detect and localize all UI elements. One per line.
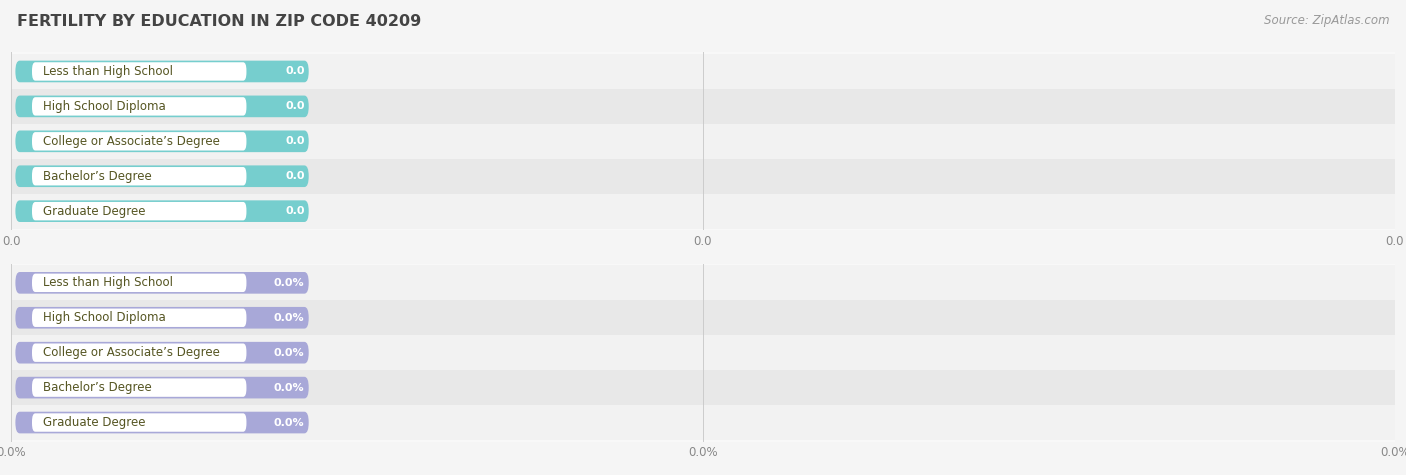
Text: College or Associate’s Degree: College or Associate’s Degree: [44, 135, 219, 148]
FancyBboxPatch shape: [15, 342, 309, 363]
FancyBboxPatch shape: [32, 97, 246, 115]
Text: 0.0%: 0.0%: [274, 278, 305, 288]
Text: 0.0: 0.0: [285, 136, 305, 146]
Bar: [11, 89, 1395, 124]
Text: High School Diploma: High School Diploma: [44, 311, 166, 324]
Text: 0.0%: 0.0%: [274, 313, 305, 323]
Text: 0.0: 0.0: [285, 66, 305, 76]
Text: Source: ZipAtlas.com: Source: ZipAtlas.com: [1264, 14, 1389, 27]
FancyBboxPatch shape: [32, 167, 246, 185]
Text: Less than High School: Less than High School: [44, 276, 173, 289]
Bar: [11, 194, 1395, 228]
Bar: [11, 124, 1395, 159]
FancyBboxPatch shape: [32, 379, 246, 397]
Text: 0.0: 0.0: [285, 206, 305, 216]
FancyBboxPatch shape: [32, 274, 246, 292]
Text: College or Associate’s Degree: College or Associate’s Degree: [44, 346, 219, 359]
FancyBboxPatch shape: [15, 131, 309, 152]
Text: 0.0: 0.0: [285, 171, 305, 181]
Text: Bachelor’s Degree: Bachelor’s Degree: [44, 170, 152, 183]
Text: Bachelor’s Degree: Bachelor’s Degree: [44, 381, 152, 394]
Bar: [11, 266, 1395, 300]
FancyBboxPatch shape: [32, 132, 246, 151]
FancyBboxPatch shape: [15, 200, 309, 222]
FancyBboxPatch shape: [32, 202, 246, 220]
Text: 0.0%: 0.0%: [274, 383, 305, 393]
FancyBboxPatch shape: [32, 343, 246, 362]
FancyBboxPatch shape: [32, 62, 246, 81]
Text: Graduate Degree: Graduate Degree: [44, 416, 146, 429]
Text: Less than High School: Less than High School: [44, 65, 173, 78]
Text: 0.0%: 0.0%: [274, 348, 305, 358]
Text: 0.0: 0.0: [285, 101, 305, 111]
Bar: [11, 159, 1395, 194]
FancyBboxPatch shape: [32, 309, 246, 327]
FancyBboxPatch shape: [15, 61, 309, 82]
FancyBboxPatch shape: [15, 307, 309, 329]
FancyBboxPatch shape: [15, 165, 309, 187]
FancyBboxPatch shape: [32, 413, 246, 432]
Bar: [11, 54, 1395, 89]
FancyBboxPatch shape: [15, 95, 309, 117]
FancyBboxPatch shape: [15, 377, 309, 399]
Bar: [11, 335, 1395, 370]
Text: 0.0%: 0.0%: [274, 418, 305, 428]
Bar: [11, 370, 1395, 405]
Text: Graduate Degree: Graduate Degree: [44, 205, 146, 218]
Text: FERTILITY BY EDUCATION IN ZIP CODE 40209: FERTILITY BY EDUCATION IN ZIP CODE 40209: [17, 14, 422, 29]
FancyBboxPatch shape: [15, 272, 309, 294]
Bar: [11, 300, 1395, 335]
FancyBboxPatch shape: [15, 412, 309, 433]
Text: High School Diploma: High School Diploma: [44, 100, 166, 113]
Bar: [11, 405, 1395, 440]
